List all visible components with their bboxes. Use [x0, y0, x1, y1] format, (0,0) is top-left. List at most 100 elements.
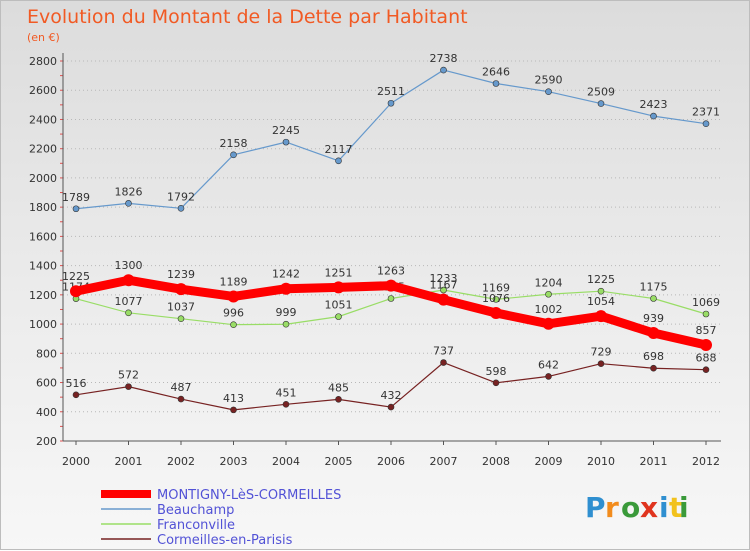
- y-tick-labels: 200 400 600 800 1000 1200 1400 1600 1800 2000 2200…: [29, 55, 57, 448]
- data-label: 1167: [430, 279, 458, 292]
- x-tick-label: 2003: [220, 455, 248, 468]
- data-point: [650, 112, 657, 120]
- data-point: [492, 296, 500, 303]
- data-point: [702, 310, 710, 318]
- data-point: [490, 306, 502, 319]
- data-point: [440, 66, 447, 74]
- data-point: [230, 321, 237, 328]
- y-tick-label: 1600: [29, 230, 57, 243]
- data-label: 1263: [377, 265, 405, 278]
- x-tick-label: 2011: [640, 455, 668, 468]
- x-tick-label: 2012: [692, 455, 720, 468]
- data-label: 2511: [377, 85, 405, 98]
- y-tick-label: 400: [36, 406, 57, 419]
- data-point: [542, 317, 555, 330]
- y-tick-label: 800: [36, 347, 57, 360]
- y-tick-label: 600: [36, 377, 57, 390]
- data-label: 642: [538, 358, 559, 371]
- series-0: 1225 1300 1239 1189 1242 1251 1263 1167 1076 1002…: [62, 259, 717, 351]
- data-point: [177, 395, 185, 403]
- data-label: 2423: [640, 98, 668, 111]
- data-point: [227, 290, 240, 303]
- data-point: [650, 364, 657, 372]
- data-point: [177, 315, 185, 322]
- x-tick-label: 2002: [167, 455, 195, 468]
- data-label: 2646: [482, 66, 510, 79]
- data-label: 598: [486, 365, 507, 378]
- data-label: 1037: [167, 301, 195, 314]
- data-point: [335, 157, 342, 165]
- axes: [60, 53, 721, 445]
- legend-label: Franconville: [157, 518, 235, 533]
- data-point: [387, 99, 395, 107]
- data-point: [387, 403, 395, 411]
- data-label: 487: [171, 381, 192, 394]
- data-point: [492, 379, 500, 387]
- svg-text:t: t: [669, 491, 682, 524]
- data-point: [72, 205, 80, 213]
- svg-text:P: P: [585, 491, 606, 524]
- svg-text:x: x: [640, 491, 658, 524]
- series-1: 1789 1826 1792 2158 2245 2117 2511 2738 2646 2590…: [62, 52, 720, 213]
- legend-label: Beauchamp: [157, 503, 234, 518]
- data-point: [125, 383, 132, 390]
- data-label: 1789: [62, 191, 90, 204]
- svg-text:i: i: [679, 491, 689, 524]
- x-tick-label: 2004: [272, 455, 300, 468]
- data-label: 2509: [587, 86, 615, 99]
- x-tick-label: 2007: [430, 455, 458, 468]
- legend-label: MONTIGNY-LèS-CORMEILLES: [157, 488, 341, 503]
- data-label: 1077: [115, 295, 143, 308]
- data-label: 996: [223, 307, 244, 320]
- data-label: 1251: [325, 266, 353, 279]
- data-label: 432: [381, 389, 402, 402]
- data-point: [282, 401, 290, 408]
- y-tick-label: 1800: [29, 201, 57, 214]
- data-point: [597, 287, 605, 295]
- data-label: 1002: [535, 303, 563, 316]
- data-point: [282, 138, 290, 146]
- legend-label: Cormeilles-en-Parisis: [157, 533, 293, 548]
- data-point: [545, 290, 552, 298]
- data-point: [70, 285, 82, 298]
- x-tick-label: 2010: [587, 455, 615, 468]
- data-label: 1076: [482, 292, 510, 305]
- data-label: 688: [696, 352, 717, 365]
- data-label: 1225: [587, 273, 615, 286]
- y-tick-label: 200: [36, 435, 57, 448]
- data-label: 1826: [115, 185, 143, 198]
- data-label: 729: [591, 346, 612, 359]
- data-label: 1225: [62, 270, 90, 283]
- data-label: 2158: [220, 137, 248, 150]
- data-label: 516: [66, 377, 87, 390]
- x-tick-label: 2001: [115, 455, 143, 468]
- data-point: [650, 295, 657, 302]
- data-label: 1069: [692, 296, 720, 309]
- data-label: 698: [643, 350, 664, 363]
- data-point: [492, 80, 500, 87]
- svg-text:r: r: [605, 491, 619, 524]
- data-label: 2245: [272, 124, 300, 137]
- x-tick-label: 2000: [62, 455, 90, 468]
- data-point: [545, 88, 552, 95]
- data-label: 999: [276, 306, 297, 319]
- legend: MONTIGNY-LèS-CORMEILLESBeauchampFranconv…: [101, 488, 341, 548]
- data-label: 451: [276, 386, 297, 399]
- data-point: [385, 279, 397, 292]
- data-point: [177, 205, 185, 212]
- data-label: 1239: [167, 268, 195, 281]
- data-label: 1233: [430, 272, 458, 285]
- data-label: 572: [118, 369, 139, 382]
- x-tick-label: 2006: [377, 455, 405, 468]
- data-label: 1175: [640, 281, 668, 294]
- y-tick-label: 1400: [29, 260, 57, 273]
- x-tick-label: 2008: [482, 455, 510, 468]
- data-point: [230, 151, 237, 159]
- data-label: 485: [328, 381, 349, 394]
- data-point: [280, 282, 292, 295]
- data-label: 1204: [535, 276, 563, 289]
- data-label: 2590: [535, 74, 563, 87]
- data-label: 939: [643, 312, 664, 325]
- svg-text:o: o: [621, 491, 640, 524]
